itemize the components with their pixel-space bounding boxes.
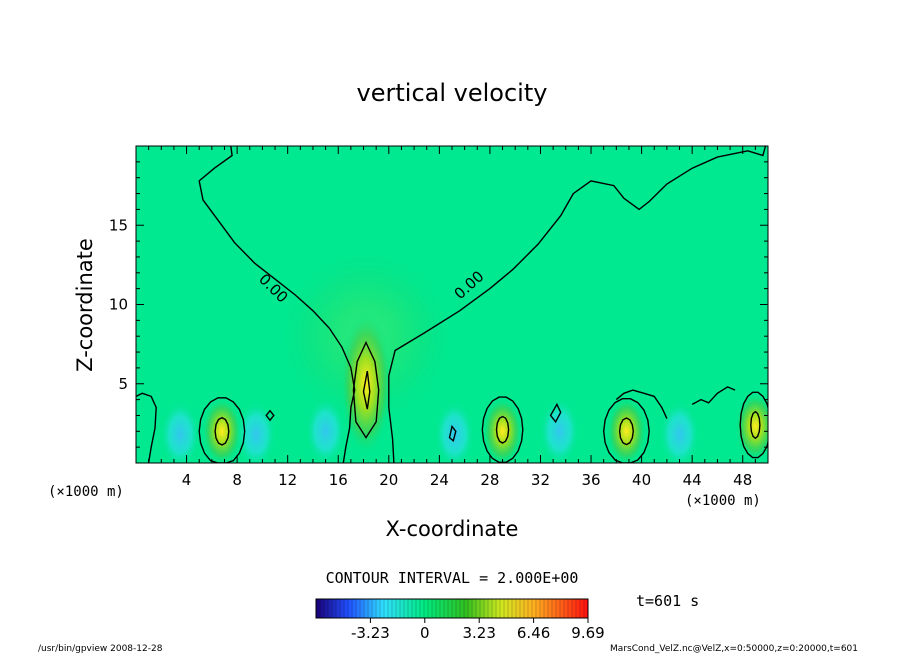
- x-tick-label: 20: [379, 471, 398, 489]
- x-unit-left: (×1000 m): [48, 484, 124, 500]
- colorbar: -3.23 0 3.23 6.46 9.69: [315, 598, 605, 642]
- updraft-cell-0: [340, 311, 393, 456]
- contour-cell-1: [481, 396, 524, 463]
- contour-neg: [448, 424, 457, 443]
- updraft-cell-1: [201, 397, 242, 463]
- contour-lines: [136, 146, 768, 463]
- x-tick-label: 48: [733, 471, 752, 489]
- colorbar-tick-label: 0: [420, 624, 430, 642]
- contour-cell-inner-2: [618, 417, 635, 446]
- updraft-cell-2: [482, 397, 523, 463]
- downdraft-cell-9: [539, 397, 580, 463]
- downdraft-cell-5: [160, 400, 201, 463]
- x-tick-label: 36: [581, 471, 600, 489]
- contour-plume-4: [362, 370, 371, 410]
- y-tick-label: 10: [109, 296, 128, 314]
- x-tick-label: 4: [182, 471, 192, 489]
- zero-contour-left: [198, 146, 356, 463]
- x-tick-label: 40: [632, 471, 651, 489]
- contour-dashes: [615, 389, 668, 419]
- updraft-cell-4: [735, 392, 768, 461]
- contour-cell-inner-1: [495, 415, 510, 444]
- colorbar-ticks: -3.23 0 3.23 6.46 9.69: [351, 618, 605, 642]
- x-tick-label: 32: [531, 471, 550, 489]
- zero-contour-right: [388, 146, 767, 463]
- downdraft-cell-10: [659, 400, 700, 463]
- downdraft-cell-8: [434, 400, 475, 463]
- footer-right: MarsCond_VelZ.nc@VelZ,x=0:50000,z=0:2000…: [610, 644, 858, 654]
- x-unit-right: (×1000 m): [685, 493, 761, 509]
- y-axis-label: Z-coordinate: [73, 238, 97, 372]
- colorbar-tick-label: 6.46: [517, 624, 550, 642]
- x-tick-label: 16: [329, 471, 348, 489]
- x-tick-label: 8: [232, 471, 242, 489]
- footer-left: /usr/bin/gpview 2008-12-28: [38, 644, 163, 654]
- y-tick-label: 5: [118, 375, 128, 393]
- y-axis-ticks: 5 10 15: [109, 161, 768, 448]
- contour-edge-left: [136, 392, 157, 463]
- colorbar-tick-label: 9.69: [571, 624, 604, 642]
- contour-dashes-2: [691, 386, 736, 406]
- colorbar-frame: [315, 598, 589, 619]
- contour-small-2: [265, 409, 275, 422]
- contour-cell-inner-0: [214, 416, 230, 446]
- chart-title: vertical velocity: [357, 79, 548, 107]
- colorbar-tick-label: 3.23: [462, 624, 495, 642]
- updraft-cell-3: [606, 397, 647, 463]
- contour-cell-inner-3: [750, 410, 761, 440]
- y-tick-label: 15: [109, 216, 128, 234]
- x-axis-ticks: 4 8 12 16 20 24 28 32 36 40 44 48: [148, 146, 756, 489]
- contour-interval-text: CONTOUR INTERVAL = 2.000E+00: [326, 569, 579, 587]
- time-label: t=601 s: [636, 592, 699, 610]
- x-axis-label: X-coordinate: [386, 517, 519, 541]
- contour-small-1: [549, 402, 562, 424]
- contour-cell-3: [739, 391, 768, 459]
- x-tick-label: 28: [480, 471, 499, 489]
- contour-cell-2: [602, 398, 650, 463]
- colorbar-stripes: [319, 599, 585, 618]
- x-tick-label: 12: [278, 471, 297, 489]
- contour-plume-2: [352, 340, 380, 439]
- colorbar-tick-label: -3.23: [351, 624, 390, 642]
- x-tick-label: 24: [430, 471, 449, 489]
- x-tick-label: 44: [683, 471, 702, 489]
- contour-cell-0: [198, 397, 246, 463]
- downdraft-cell-7: [305, 397, 346, 463]
